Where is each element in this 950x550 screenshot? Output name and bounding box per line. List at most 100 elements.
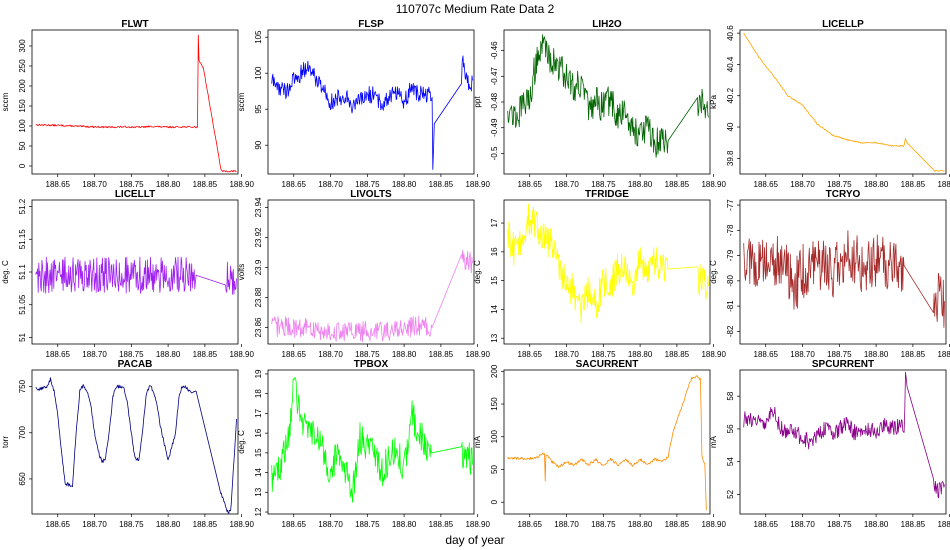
panel-title: PACAB <box>118 359 153 370</box>
data-series-line <box>743 230 945 328</box>
y-tick-label: 40.2 <box>726 87 735 103</box>
x-tick-label: 188.70 <box>790 520 815 529</box>
x-tick-label: 188.70 <box>82 350 107 359</box>
y-tick-label: 56 <box>726 424 735 433</box>
panel-title: SPCURRENT <box>812 359 874 370</box>
data-series-line <box>35 377 237 514</box>
panel-lih2o: LIH2O ppt -0.5 -0.49 -0.48 -0.47 -0.46 188.65 18… <box>473 19 726 189</box>
y-axis-label: mA <box>709 435 718 448</box>
x-tick-label: 188.75 <box>591 180 616 189</box>
x-tick-label: 188.90 <box>937 180 950 189</box>
x-tick-label: 188.80 <box>156 520 181 529</box>
y-tick-label: 23.88 <box>254 287 263 308</box>
panel-title: TFRIDGE <box>585 189 629 200</box>
x-tick-label: 188.75 <box>119 180 144 189</box>
y-tick-label: 51.1 <box>18 264 27 280</box>
x-tick-label: 188.75 <box>119 520 144 529</box>
x-tick-label: 188.70 <box>554 350 579 359</box>
x-tick-label: 188.70 <box>82 180 107 189</box>
x-tick-label: 188.65 <box>518 350 543 359</box>
x-tick-label: 188.75 <box>119 350 144 359</box>
x-tick-label: 188.90 <box>229 350 254 359</box>
x-tick-label: 188.90 <box>465 350 490 359</box>
y-tick-label: 100 <box>18 119 27 133</box>
y-tick-label: -0.47 <box>490 67 499 86</box>
panel-title: FLWT <box>121 19 148 30</box>
x-tick-label: 188.85 <box>901 180 926 189</box>
y-axis-label: torr <box>1 436 10 448</box>
y-tick-label: -80 <box>726 275 735 287</box>
y-tick-label: 750 <box>18 379 27 393</box>
y-axis-label: volts <box>237 264 246 280</box>
panel-pacab: PACAB torr 650 700 750 188.65 188.70 188.75 188.… <box>1 359 254 529</box>
plot-frame <box>267 369 475 515</box>
y-tick-label: -0.46 <box>490 41 499 60</box>
plot-frame <box>739 199 947 345</box>
y-tick-label: 40 <box>726 122 735 131</box>
data-series-line <box>743 33 945 172</box>
y-tick-label: 51 <box>18 332 27 341</box>
x-tick-label: 188.80 <box>628 350 653 359</box>
y-tick-label: 90 <box>254 140 263 149</box>
x-tick-label: 188.90 <box>465 520 490 529</box>
y-tick-label: 200 <box>490 364 499 378</box>
x-tick-label: 188.65 <box>518 180 543 189</box>
y-tick-label: 12 <box>254 507 263 516</box>
y-tick-label: 50 <box>490 464 499 473</box>
plot-frame <box>31 29 239 175</box>
y-axis-label: deg. C <box>473 260 482 284</box>
y-tick-label: 0 <box>490 499 499 504</box>
panel-title: LIH2O <box>592 19 622 30</box>
data-series-line <box>507 203 709 324</box>
y-tick-label: 51.05 <box>18 294 27 315</box>
x-tick-label: 188.85 <box>665 180 690 189</box>
x-tick-label: 188.90 <box>937 520 950 529</box>
y-axis-label: sccm <box>1 92 10 111</box>
y-tick-label: 300 <box>18 39 27 53</box>
y-tick-label: 13 <box>490 333 499 342</box>
y-tick-label: 200 <box>18 79 27 93</box>
plot-frame <box>267 199 475 345</box>
y-tick-label: 40.6 <box>726 25 735 41</box>
y-tick-label: -81 <box>726 300 735 312</box>
y-tick-label: 105 <box>254 30 263 44</box>
panel-sacurrent: SACURRENT mA 0 50 100 150 200 188.65 188.70 188.7… <box>473 359 726 529</box>
x-tick-label: 188.80 <box>864 520 889 529</box>
y-tick-label: 23.94 <box>254 197 263 218</box>
x-tick-label: 188.75 <box>827 350 852 359</box>
data-series-line <box>35 34 237 173</box>
y-tick-label: -0.48 <box>490 92 499 111</box>
x-tick-label: 188.80 <box>628 180 653 189</box>
y-tick-label: 23.92 <box>254 227 263 248</box>
x-tick-label: 188.65 <box>46 180 71 189</box>
x-tick-label: 188.75 <box>591 520 616 529</box>
y-tick-label: 0 <box>18 163 27 168</box>
x-tick-label: 188.65 <box>282 350 307 359</box>
y-tick-label: 23.86 <box>254 317 263 338</box>
y-tick-label: 19 <box>254 369 263 378</box>
panel-tcryo: TCRYO deg. C -82 -81 -80 -79 -78 -77 188.65 188.7… <box>709 189 950 359</box>
panel-title: LICELLT <box>115 189 155 200</box>
x-tick-label: 188.90 <box>701 350 726 359</box>
panel-title: TPBOX <box>354 359 389 370</box>
x-tick-label: 188.90 <box>701 520 726 529</box>
y-tick-label: 150 <box>18 99 27 113</box>
data-series-line <box>271 249 473 343</box>
y-tick-label: 100 <box>254 66 263 80</box>
x-tick-label: 188.80 <box>156 350 181 359</box>
y-axis-label: ppt <box>473 96 482 108</box>
y-tick-label: 23.9 <box>254 259 263 275</box>
y-tick-label: 51.2 <box>18 198 27 214</box>
panel-spcurrent: SPCURRENT mA 52 54 56 58 188.65 188.70 188.75 188… <box>709 359 950 529</box>
y-tick-label: -82 <box>726 325 735 337</box>
panel-licellt: LICELLT deg. C 51 51.05 51.1 51.15 51.2 188.65 1… <box>1 189 254 359</box>
y-tick-label: -78 <box>726 224 735 236</box>
data-series-line <box>271 376 473 503</box>
x-tick-label: 188.85 <box>665 350 690 359</box>
panel-title: LIVOLTS <box>350 189 392 200</box>
x-tick-label: 188.75 <box>591 350 616 359</box>
x-tick-label: 188.80 <box>392 350 417 359</box>
x-tick-label: 188.65 <box>754 180 779 189</box>
x-tick-label: 188.65 <box>46 350 71 359</box>
y-tick-label: 17 <box>254 408 263 417</box>
